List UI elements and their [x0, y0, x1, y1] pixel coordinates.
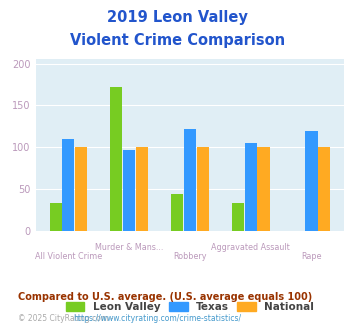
Bar	[110, 87, 122, 231]
Text: Murder & Mans...: Murder & Mans...	[95, 243, 163, 252]
Bar	[171, 194, 183, 231]
Bar	[123, 150, 135, 231]
Bar	[197, 147, 209, 231]
Text: https://www.cityrating.com/crime-statistics/: https://www.cityrating.com/crime-statist…	[73, 314, 241, 323]
Bar	[136, 147, 148, 231]
Text: © 2025 CityRating.com -: © 2025 CityRating.com -	[18, 314, 115, 323]
Text: Robbery: Robbery	[173, 251, 207, 261]
Bar	[75, 147, 87, 231]
Bar	[62, 139, 75, 231]
Bar	[184, 129, 196, 231]
Bar	[232, 203, 244, 231]
Text: 2019 Leon Valley: 2019 Leon Valley	[107, 10, 248, 25]
Bar	[257, 147, 269, 231]
Bar	[318, 147, 330, 231]
Bar	[50, 203, 62, 231]
Bar	[245, 143, 257, 231]
Legend: Leon Valley, Texas, National: Leon Valley, Texas, National	[61, 298, 318, 316]
Text: All Violent Crime: All Violent Crime	[35, 251, 102, 261]
Text: Compared to U.S. average. (U.S. average equals 100): Compared to U.S. average. (U.S. average …	[18, 292, 312, 302]
Text: Aggravated Assault: Aggravated Assault	[211, 243, 290, 252]
Text: Violent Crime Comparison: Violent Crime Comparison	[70, 33, 285, 48]
Bar	[305, 131, 318, 231]
Text: Rape: Rape	[301, 251, 322, 261]
